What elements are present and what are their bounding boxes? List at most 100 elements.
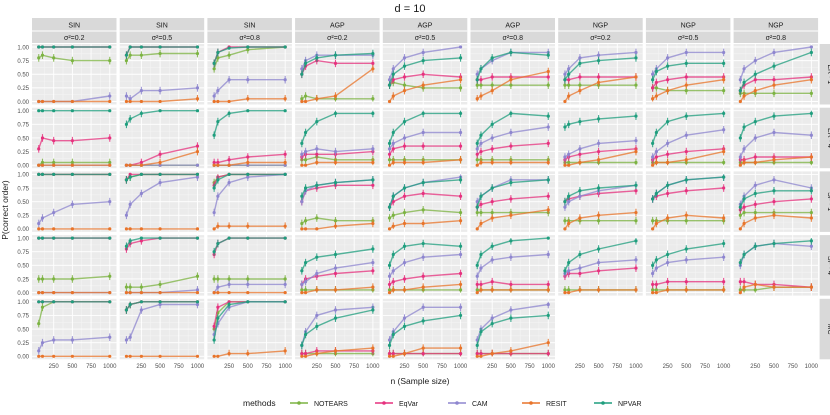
data-point-npvar [300, 72, 304, 76]
data-point-resit [722, 288, 726, 292]
data-point-resit [654, 221, 658, 226]
data-point-notears [124, 285, 129, 289]
data-point-notears [809, 160, 813, 165]
data-point-eqvar [753, 155, 757, 159]
legend: methods NOTEARS EqVar CAM RESIT NPVAR [243, 398, 642, 408]
data-point-npvar [108, 236, 112, 240]
data-point-npvar [227, 46, 231, 50]
facet-panel [382, 171, 468, 232]
data-point-cam [195, 302, 200, 307]
data-point-eqvar [490, 75, 494, 79]
data-point-notears [37, 56, 41, 60]
data-point-resit [421, 83, 425, 87]
data-point-resit [458, 219, 463, 223]
data-point-resit [596, 80, 601, 85]
data-point-resit [402, 288, 407, 292]
data-point-resit [158, 99, 162, 104]
data-point-cam [753, 183, 757, 187]
data-point-resit [421, 346, 425, 350]
data-point-cam [684, 50, 688, 55]
x-tick-label: 1000 [191, 364, 205, 370]
data-point-resit [387, 99, 392, 104]
data-point-resit [333, 160, 338, 165]
data-point-notears [578, 83, 582, 87]
data-point-eqvar [227, 158, 231, 162]
data-point-notears [509, 83, 513, 87]
data-point-npvar [387, 343, 392, 347]
data-point-eqvar [387, 282, 392, 287]
data-point-cam [753, 136, 757, 140]
facet-panel [32, 298, 117, 360]
data-point-cam [300, 282, 304, 287]
data-point-cam [40, 341, 45, 345]
data-point-notears [227, 277, 231, 281]
data-point-resit [475, 291, 479, 295]
data-point-npvar [387, 205, 392, 209]
data-point-npvar [665, 252, 670, 257]
data-point-resit [387, 163, 392, 167]
data-point-resit [216, 224, 220, 228]
data-point-resit [300, 291, 304, 295]
data-point-resit [40, 291, 45, 295]
data-point-resit [300, 227, 304, 231]
data-point-npvar [654, 69, 658, 74]
data-point-eqvar [546, 282, 550, 287]
facet-panel [470, 107, 555, 169]
data-point-notears [475, 83, 479, 87]
facet-panel [470, 171, 555, 232]
data-point-resit [479, 354, 483, 358]
data-point-resit [563, 99, 567, 104]
data-point-eqvar [722, 186, 726, 190]
data-point-npvar [742, 252, 746, 257]
data-point-notears [216, 56, 220, 60]
data-point-npvar [509, 111, 513, 116]
facet-panel [207, 44, 292, 105]
x-tick-label: 1000 [278, 364, 292, 370]
data-point-resit [596, 288, 601, 292]
data-point-resit [315, 288, 319, 292]
data-point-npvar [753, 244, 757, 248]
data-point-npvar [722, 175, 726, 179]
data-point-cam [216, 194, 220, 198]
x-tick-label: 250 [750, 364, 761, 370]
data-point-resit [509, 160, 513, 165]
data-point-npvar [108, 172, 112, 176]
data-point-npvar [70, 236, 74, 240]
data-point-eqvar [475, 282, 479, 287]
data-point-npvar [402, 120, 407, 124]
data-point-eqvar [665, 191, 670, 196]
data-point-notears [475, 210, 479, 215]
data-point-resit [216, 291, 220, 295]
data-point-resit [246, 160, 250, 165]
column-family-label: AGP [505, 23, 520, 30]
data-point-eqvar [753, 78, 757, 82]
data-point-npvar [596, 247, 601, 251]
data-point-resit [195, 227, 200, 231]
data-point-resit [509, 288, 513, 292]
legend-item-label: RESIT [546, 401, 567, 408]
data-point-cam [139, 191, 143, 196]
legend-title: methods [243, 398, 276, 408]
data-point-resit [402, 351, 407, 356]
data-point-npvar [70, 45, 74, 49]
data-point-notears [563, 219, 567, 223]
data-point-resit [634, 149, 638, 154]
data-point-cam [651, 72, 655, 76]
data-point-npvar [458, 313, 463, 318]
data-point-npvar [490, 122, 494, 126]
y-tick-label: 0.25 [17, 341, 29, 347]
data-point-npvar [315, 56, 319, 60]
data-point-resit [158, 227, 162, 231]
data-point-notears [684, 219, 688, 223]
data-point-cam [300, 200, 304, 204]
data-point-cam [684, 258, 688, 262]
data-point-notears [475, 288, 479, 292]
data-point-resit [665, 216, 670, 220]
data-point-resit [684, 288, 688, 292]
data-point-cam [772, 130, 776, 135]
data-point-npvar [246, 109, 250, 113]
data-point-npvar [651, 263, 655, 267]
data-point-npvar [722, 61, 726, 65]
data-point-resit [391, 160, 395, 165]
data-point-notears [479, 83, 483, 87]
